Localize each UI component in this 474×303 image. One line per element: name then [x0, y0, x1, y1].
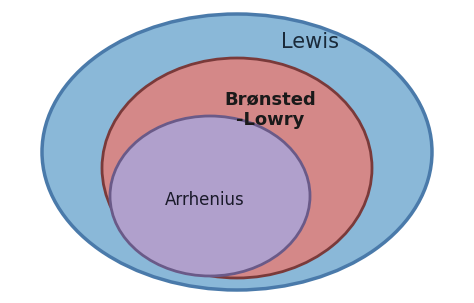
Text: Arrhenius: Arrhenius: [165, 191, 245, 209]
Text: Brønsted
-Lowry: Brønsted -Lowry: [224, 91, 316, 129]
Ellipse shape: [102, 58, 372, 278]
Ellipse shape: [110, 116, 310, 276]
Text: Lewis: Lewis: [281, 32, 339, 52]
Ellipse shape: [42, 14, 432, 290]
